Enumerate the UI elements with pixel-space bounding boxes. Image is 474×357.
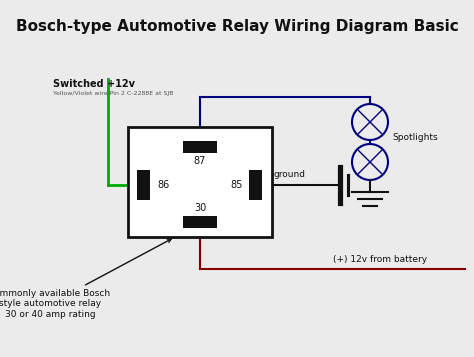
- Text: (+) 12v from battery: (+) 12v from battery: [333, 255, 427, 264]
- Text: 30: 30: [194, 203, 206, 213]
- Bar: [249, 170, 263, 200]
- Bar: [137, 170, 151, 200]
- Bar: [183, 141, 217, 153]
- Text: 85: 85: [231, 180, 243, 190]
- Text: Bosch-type Automotive Relay Wiring Diagram Basic: Bosch-type Automotive Relay Wiring Diagr…: [16, 19, 458, 34]
- Text: commonly available Bosch
style automotive relay
30 or 40 amp rating: commonly available Bosch style automotiv…: [0, 239, 171, 319]
- Text: ground: ground: [274, 170, 306, 179]
- Text: 86: 86: [157, 180, 169, 190]
- Text: 87: 87: [194, 156, 206, 166]
- Text: Switched +12v: Switched +12v: [53, 79, 135, 89]
- Bar: [183, 216, 217, 228]
- Text: Yellow/Violet wire Pin 2 C-2288E at SJB: Yellow/Violet wire Pin 2 C-2288E at SJB: [53, 91, 173, 96]
- Text: Spotlights: Spotlights: [392, 132, 438, 141]
- Bar: [128, 127, 272, 237]
